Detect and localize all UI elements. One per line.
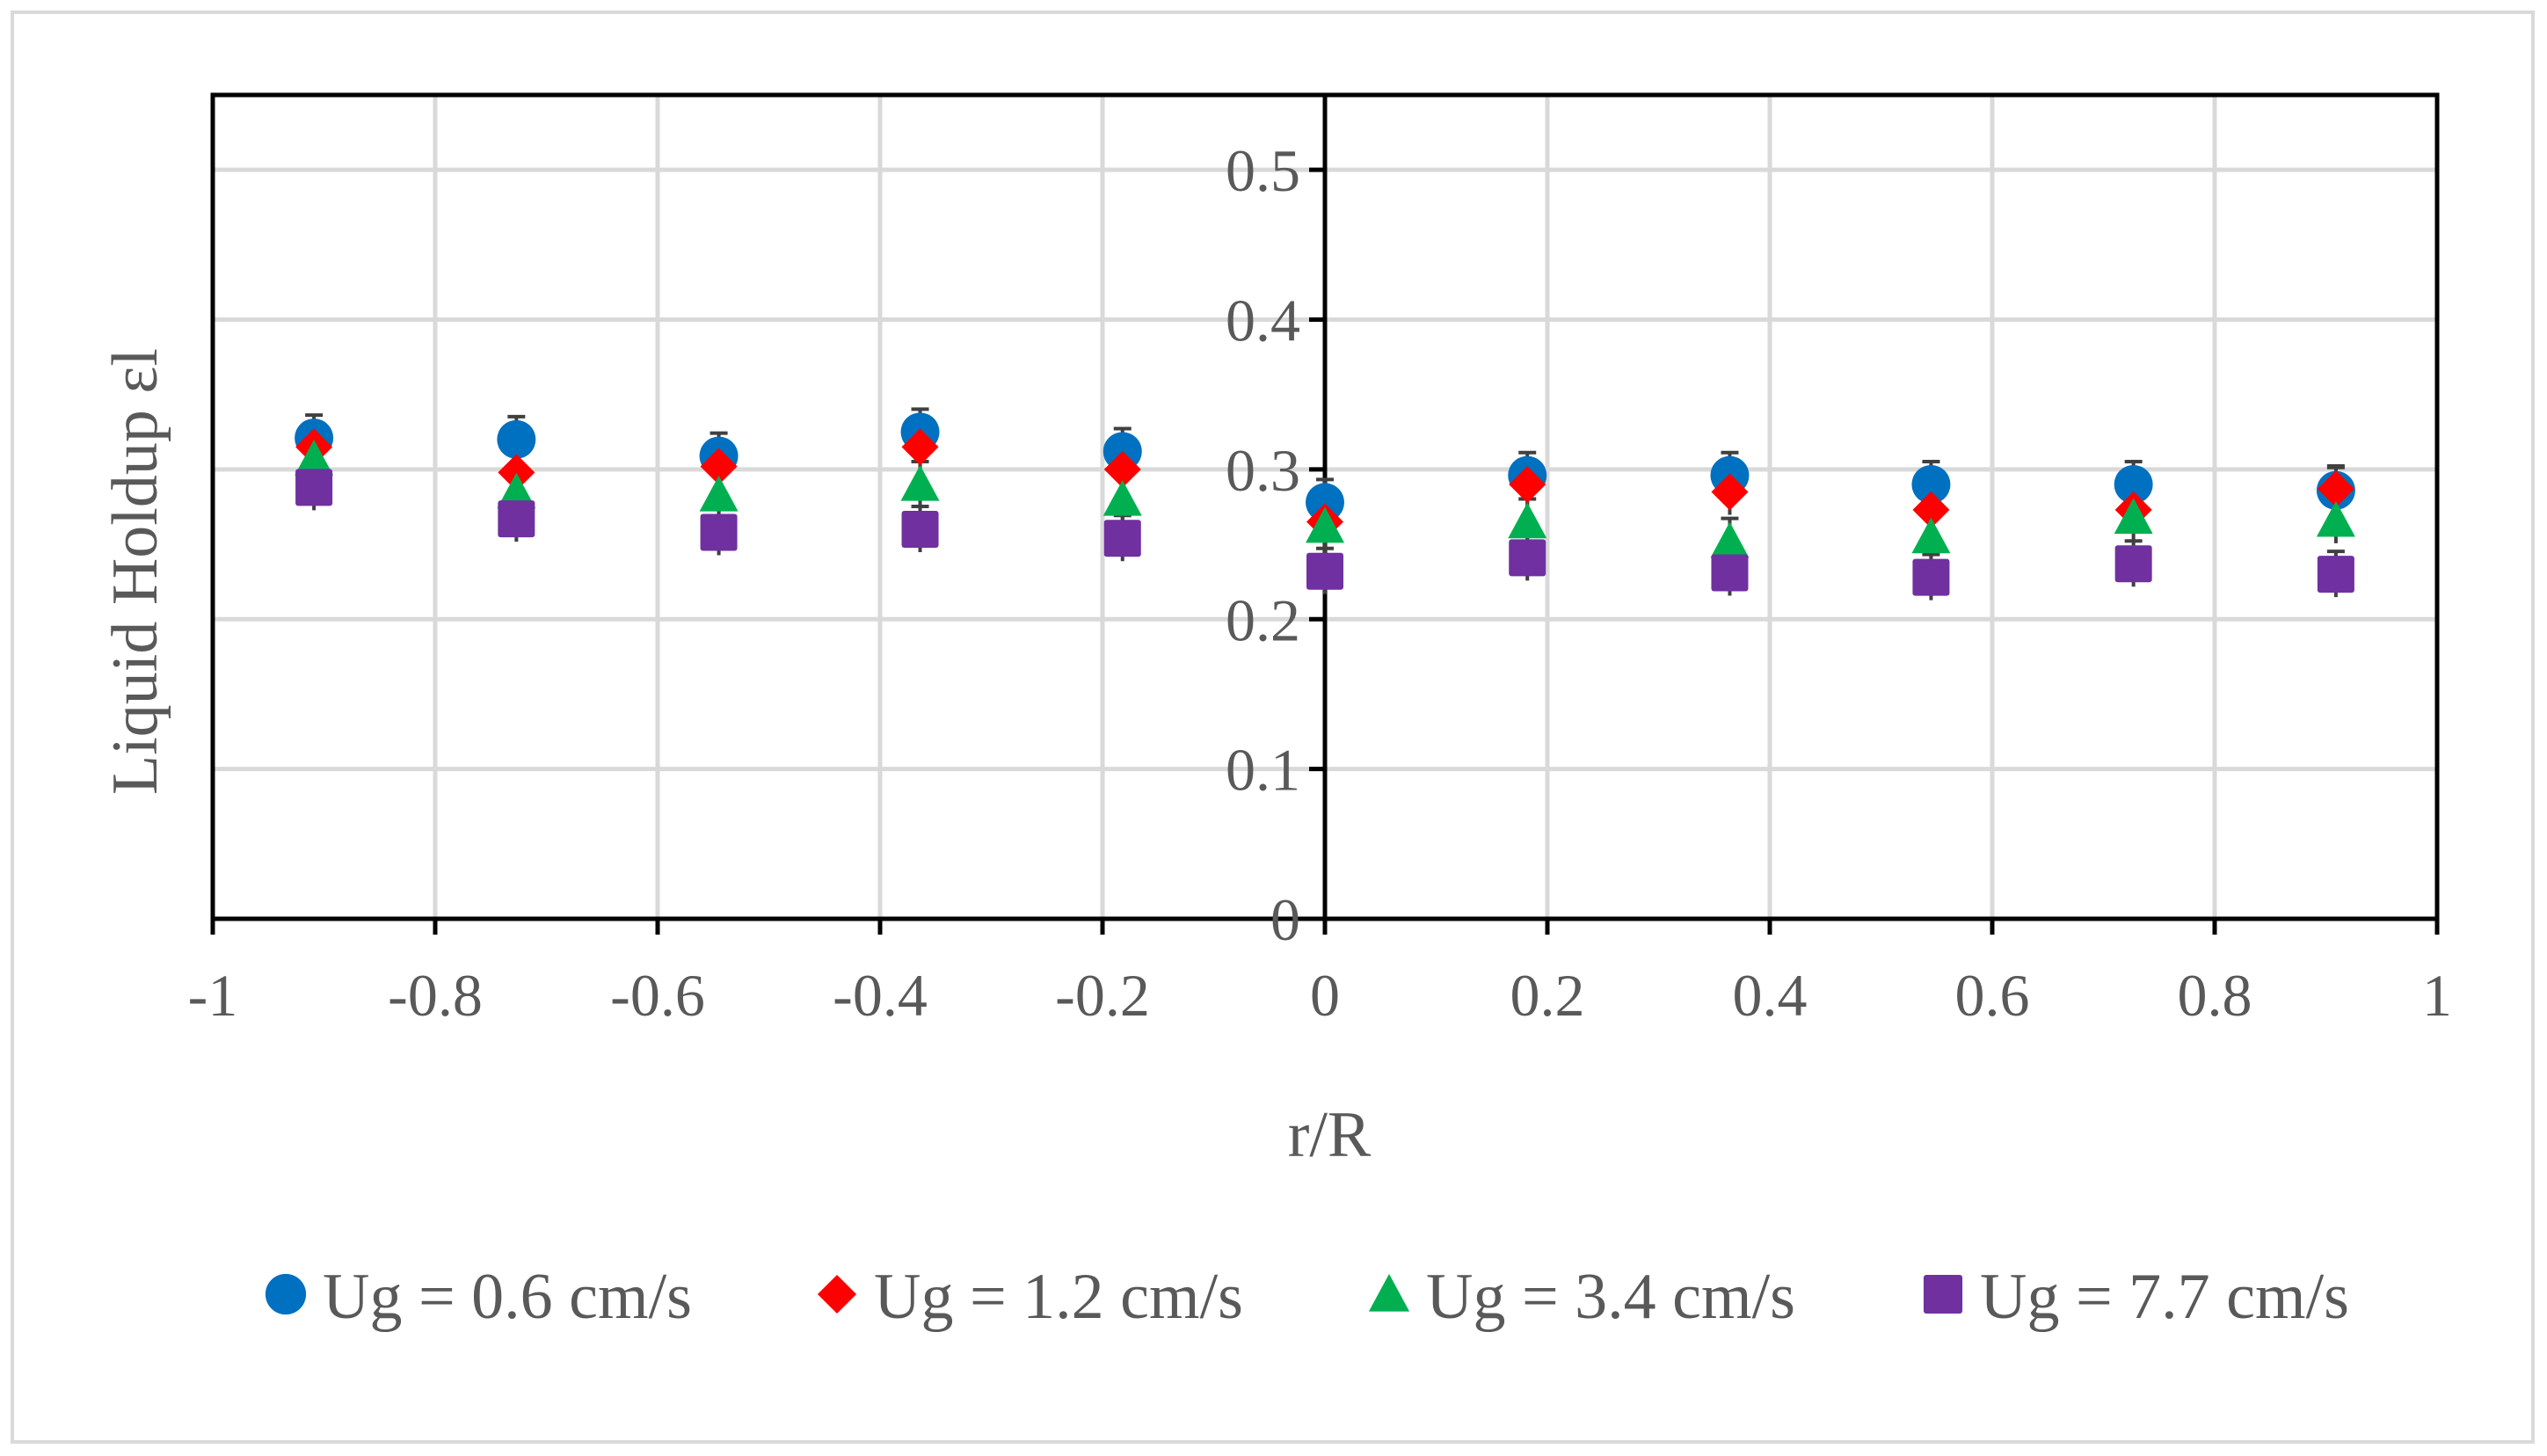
legend-label: Ug = 7.7 cm/s [1980,1261,2349,1333]
data-point-square [700,513,738,551]
x-tick-label: 0 [1310,962,1340,1029]
legend-marker-square [1923,1274,1963,1314]
legend-marker-diamond [817,1274,857,1314]
data-point-square [1103,520,1141,557]
data-point-square [2114,545,2152,583]
marker-layer [295,412,2355,596]
y-tick-label: 0.2 [1226,586,1300,653]
y-tick-label: 0 [1270,886,1300,953]
data-point-triangle [1911,517,1951,554]
data-point-triangle [900,464,940,501]
legend-label: Ug = 0.6 cm/s [323,1261,692,1333]
x-tick-label: -0.8 [388,962,483,1029]
data-point-square [295,469,333,506]
data-point-triangle [1306,506,1344,543]
data-point-triangle [1710,521,1750,558]
data-point-diamond [901,428,939,466]
x-tick-label: -0.6 [610,962,705,1029]
legend-marker-triangle [1368,1273,1410,1312]
data-point-triangle [497,472,536,509]
x-tick-label: 0.8 [2178,962,2252,1029]
data-point-diamond [700,448,738,485]
x-tick-label: -0.4 [833,962,928,1029]
x-tick-label: -1 [188,962,238,1029]
data-point-diamond [1103,450,1141,488]
y-tick-label: 0.5 [1226,137,1300,204]
chart-frame [11,11,2535,1444]
data-point-square [1912,558,1950,596]
data-point-square [2317,556,2354,593]
data-point-square [1306,552,1343,590]
data-point-triangle [1508,502,1547,539]
data-point-square [498,500,535,538]
data-point-square [1711,554,1749,592]
x-tick-label: 0.6 [1955,962,2030,1029]
x-tick-label: 1 [2422,962,2452,1029]
y-axis-title: Liquid Holdup εl [99,348,171,795]
data-point-triangle [1102,479,1142,516]
x-axis-title: r/R [1288,1099,1372,1171]
x-tick-label: 0.4 [1733,962,1808,1029]
data-point-circle [2114,464,2153,504]
data-point-diamond [2317,470,2354,508]
label-layer: -1 -0.8 -0.6 -0.4 -0.2 0 0.2 0.4 0.6 0.8 1 0 0.1 0.2 0… [188,137,2452,1029]
axis-layer [210,92,2440,935]
data-point-diamond [1711,473,1749,511]
x-tick-label: 0.2 [1510,962,1585,1029]
legend-label: Ug = 3.4 cm/s [1426,1261,1795,1333]
y-tick-label: 0.4 [1226,288,1300,354]
data-point-diamond [1509,465,1546,503]
y-tick-label: 0.3 [1226,437,1300,504]
data-point-circle [497,419,536,459]
data-point-square [901,511,939,549]
data-point-diamond [498,454,535,491]
data-point-triangle [295,439,334,476]
data-point-square [1509,539,1546,577]
x-tick-label: -0.2 [1055,962,1150,1029]
data-point-diamond [1912,491,1950,528]
legend-label: Ug = 1.2 cm/s [874,1261,1243,1333]
data-point-circle [1911,464,1951,504]
data-point-triangle [2316,500,2355,537]
data-point-triangle [699,475,739,512]
data-point-triangle [2114,498,2153,535]
legend: Ug = 0.6 cm/s Ug = 1.2 cm/s Ug = 3.4 cm/s U… [265,1261,2349,1333]
legend-marker-circle [265,1273,307,1315]
y-tick-label: 0.1 [1226,737,1300,804]
data-point-circle [1306,483,1344,522]
